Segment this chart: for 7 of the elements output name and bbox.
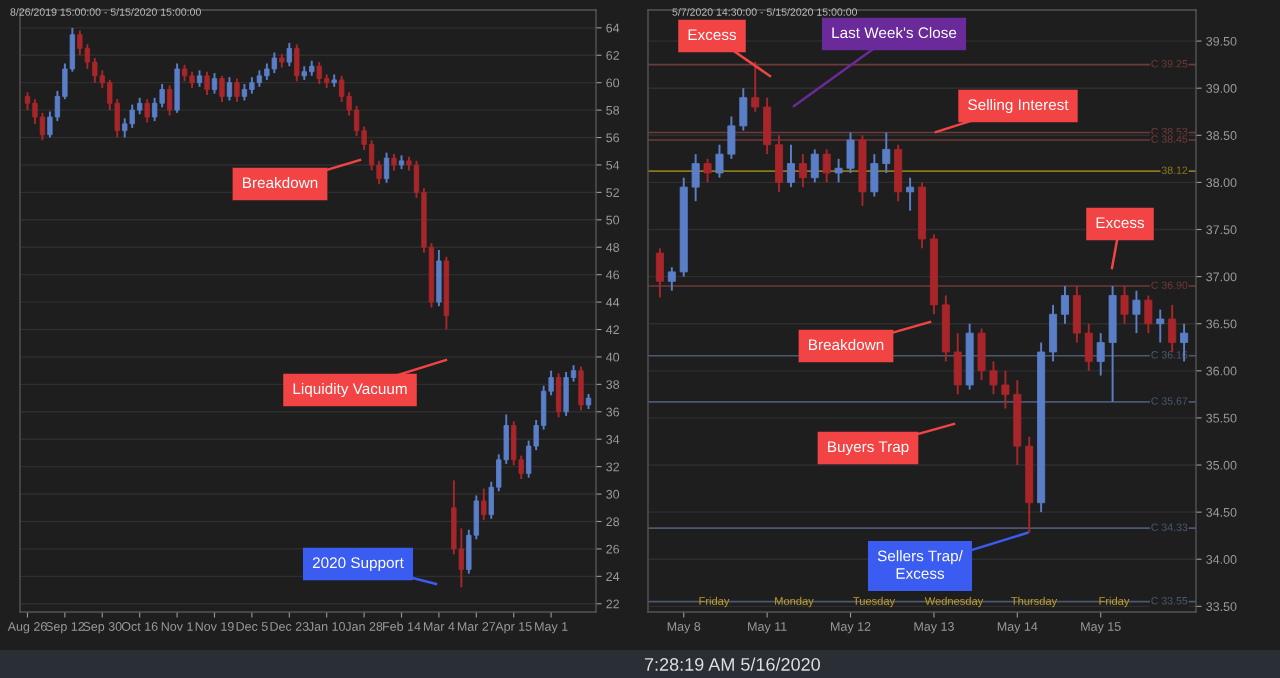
text: 7:28:19 AM 5/16/2020 [644, 657, 820, 671]
candlestick [391, 153, 397, 172]
candlestick [965, 322, 974, 391]
candlestick [703, 157, 712, 184]
candlestick [279, 52, 285, 69]
candlestick [1120, 285, 1129, 325]
candlestick [822, 148, 831, 184]
